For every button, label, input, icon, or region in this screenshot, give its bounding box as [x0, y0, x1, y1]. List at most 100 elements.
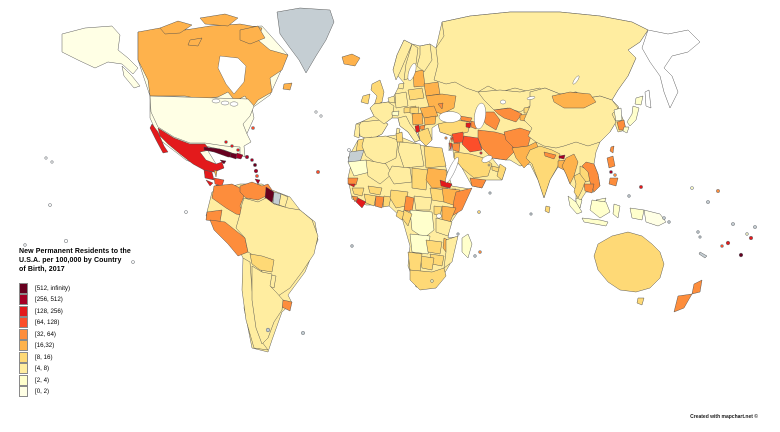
country-chile	[242, 258, 268, 350]
country-denmark	[398, 83, 404, 89]
legend-label: [0, 2)	[35, 388, 50, 396]
country-yemen	[470, 178, 486, 188]
country-madagascar	[462, 234, 472, 258]
country-tunisia	[396, 132, 403, 142]
persian-gulf	[481, 154, 494, 164]
country-cambodia	[584, 184, 594, 193]
country-papua-new-guinea	[644, 210, 666, 226]
country-bulgaria	[424, 116, 436, 125]
country-egypt	[424, 146, 446, 168]
country-gambia	[348, 184, 355, 187]
country-germany	[395, 92, 408, 108]
legend-row: [256, 512)	[19, 294, 159, 306]
country-bermuda	[252, 127, 255, 130]
country-ireland	[361, 94, 370, 104]
legend-swatch	[19, 305, 28, 317]
country-argentina	[252, 266, 283, 344]
country-marquesas	[49, 204, 52, 207]
legend-row: [8, 16)	[19, 351, 159, 364]
country-canada-arctic-island	[240, 26, 265, 44]
country-bahamas	[225, 141, 228, 144]
country-alaska-panhandle	[122, 66, 140, 88]
red-sea	[443, 156, 460, 184]
island-dot	[132, 261, 135, 264]
country-angola	[410, 234, 430, 254]
country-tasmania	[637, 298, 644, 305]
country-cyprus	[445, 137, 447, 139]
country-vietnam	[582, 162, 600, 192]
country-puerto-rico	[245, 155, 248, 158]
country-samoa	[749, 236, 752, 239]
country-japan-honshu	[627, 106, 639, 126]
country-ivory-coast	[364, 194, 376, 206]
legend-swatch	[19, 351, 28, 363]
map-legend: New Permanent Residents to the U.S.A. pe…	[19, 247, 159, 398]
country-honduras	[214, 178, 224, 186]
country-philippines-mindanao	[609, 178, 618, 186]
country-galapagos	[185, 211, 188, 214]
country-poland	[408, 88, 424, 100]
country-cameroon	[404, 196, 414, 212]
legend-swatch	[19, 294, 28, 306]
great-lake	[221, 101, 229, 105]
country-trinidad	[255, 179, 260, 184]
country-reunion	[474, 255, 477, 258]
country-bahamas	[237, 149, 240, 152]
country-mexico-baja	[150, 124, 168, 153]
legend-label: [64, 128)	[35, 319, 60, 327]
legend-row: [0, 2)	[19, 386, 159, 398]
country-australia	[594, 232, 664, 292]
country-socotra	[489, 192, 491, 194]
country-gabon	[396, 210, 404, 220]
country-vanuatu	[699, 236, 701, 238]
country-india	[526, 146, 560, 198]
country-israel	[449, 143, 452, 151]
country-oman	[497, 164, 506, 180]
legend-row: [2, 4)	[19, 374, 159, 387]
country-iran	[478, 130, 514, 160]
country-hawaii	[51, 161, 53, 163]
country-iraq	[462, 136, 482, 152]
country-solomon-islands	[668, 221, 671, 224]
country-jamaica	[220, 160, 226, 164]
country-brazil	[236, 198, 318, 296]
legend-label: [256, 512)	[35, 296, 63, 304]
legend-title-line: of Birth, 2017	[19, 266, 65, 274]
country-finland	[417, 44, 432, 72]
country-sakhalin	[645, 90, 651, 108]
country-indonesia-sulawesi	[613, 204, 620, 218]
country-indonesia-sumatra	[568, 196, 582, 214]
country-bolivia	[250, 254, 274, 272]
country-serbia-balkans	[412, 113, 423, 125]
country-zambia	[426, 240, 442, 254]
legend-title-line: U.S.A. per 100,000 by Country	[19, 257, 122, 265]
country-indonesia-borneo	[590, 200, 610, 218]
legend-swatch	[19, 328, 28, 340]
legend-swatch	[19, 374, 28, 386]
country-russia-far-east	[642, 30, 700, 108]
country-philippines-visayas	[610, 171, 613, 174]
country-syria	[452, 132, 464, 143]
country-liberia	[356, 198, 366, 208]
country-dominican-republic	[236, 153, 243, 159]
country-iceland	[342, 54, 360, 66]
country-qatar	[488, 164, 490, 166]
country-cape-verde	[316, 170, 319, 173]
legend-label: [2, 4)	[35, 376, 50, 384]
country-alaska	[62, 26, 138, 74]
country-nigeria	[390, 190, 408, 208]
country-azores	[320, 115, 322, 117]
country-lesser-antilles	[254, 169, 258, 173]
legend-label: [8, 16)	[35, 353, 53, 361]
country-myanmar	[562, 154, 578, 184]
legend-items: [512, infinity) [256, 512) [128, 256) [6…	[19, 282, 159, 398]
country-canada-arctic-island	[200, 14, 238, 26]
country-guinea	[352, 188, 364, 196]
country-guam	[639, 185, 642, 188]
country-japan-kyushu	[623, 127, 629, 133]
country-falklands	[266, 328, 270, 332]
country-drc	[410, 210, 434, 238]
country-romania	[420, 106, 438, 118]
country-uzbekistan	[494, 108, 522, 122]
country-france	[370, 102, 394, 124]
